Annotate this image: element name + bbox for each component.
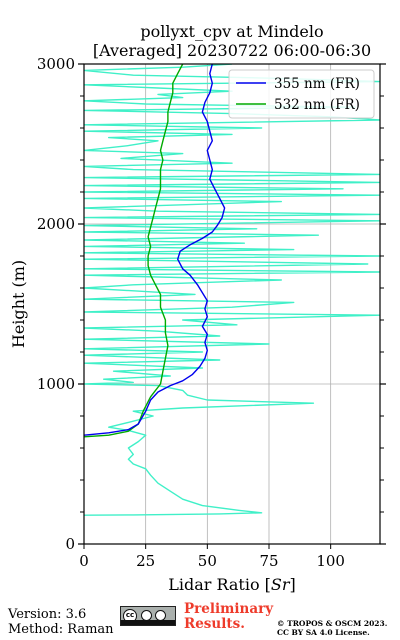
grid-lines [83, 63, 380, 545]
chart-title-line-2: [Averaged] 20230722 06:00-06:30 [92, 41, 372, 60]
x-tick-label: 25 [136, 552, 155, 570]
x-tick-label: 100 [316, 552, 345, 570]
x-tick-label: 75 [259, 552, 278, 570]
y-tick-label: 2000 [37, 215, 75, 233]
preliminary-line-1: Preliminary [184, 601, 274, 617]
x-tick-label: 50 [198, 552, 217, 570]
copyright-line-1: © TROPOS & OSCM 2023. [277, 619, 388, 628]
legend-box [228, 69, 375, 119]
copyright-text: © TROPOS & OSCM 2023. CC BY SA 4.0 Licen… [277, 619, 387, 637]
legend: 355 nm (FR) 532 nm (FR) [228, 69, 375, 119]
y-axis-label: Height (m) [9, 260, 28, 348]
preliminary-line-2: Results. [184, 616, 245, 632]
series-layer [84, 64, 380, 516]
series-line-unnamed [84, 64, 380, 516]
x-tick-label: 0 [79, 552, 89, 570]
y-tick-label: 3000 [37, 55, 75, 73]
cc-license-badge: cc [120, 606, 176, 626]
series-line-355-nm-fr [84, 64, 226, 436]
method-text: Method: Raman [8, 622, 114, 637]
chart-title-line-1: pollyxt_cpv at Mindelo [140, 22, 324, 41]
y-tick-label: 1000 [37, 375, 75, 393]
legend-label-355: 355 nm (FR) [274, 76, 360, 92]
axes [78, 63, 386, 549]
plot-frame [83, 63, 381, 545]
legend-label-532: 532 nm (FR) [274, 97, 360, 113]
x-axis-label: Lidar Ratio [Sr] [168, 575, 296, 594]
series-line-532-nm-fr [84, 64, 184, 438]
copyright-line-2: CC BY SA 4.0 License. [277, 628, 370, 637]
badge-strip [121, 620, 175, 625]
preliminary-results-label: Preliminary Results. [184, 602, 273, 632]
version-text: Version: 3.6 [8, 607, 87, 622]
y-tick-label: 0 [65, 535, 75, 553]
